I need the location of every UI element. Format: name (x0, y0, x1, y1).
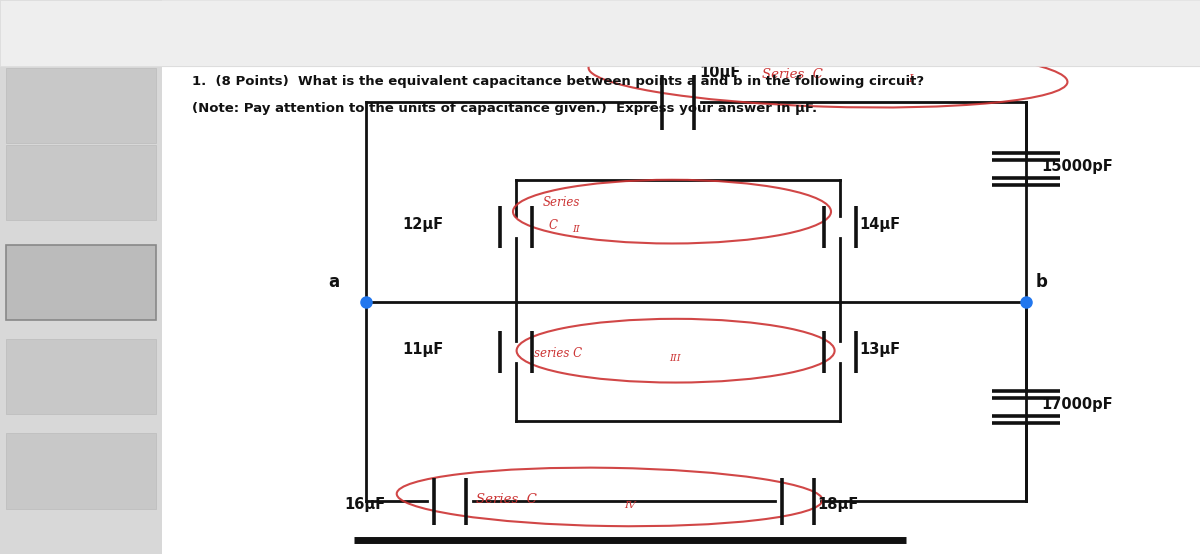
Text: 10μF: 10μF (700, 65, 740, 80)
Text: Series  C: Series C (762, 68, 823, 81)
Text: ↩: ↩ (1103, 22, 1117, 39)
Text: III: III (670, 355, 682, 363)
Text: 15000pF: 15000pF (1042, 158, 1114, 174)
Text: 12μF: 12μF (402, 217, 443, 232)
Text: ⬆: ⬆ (918, 23, 930, 38)
Text: a: a (329, 273, 340, 291)
Text: Done: Done (1126, 22, 1174, 39)
Text: 18μF: 18μF (817, 496, 858, 512)
Text: 14μF: 14μF (859, 217, 900, 232)
Text: I: I (908, 74, 913, 84)
Text: Series  C: Series C (476, 493, 538, 506)
Text: 1.  (8 Points)  What is the equivalent capacitance between points a and b in the: 1. (8 Points) What is the equivalent cap… (192, 75, 924, 88)
Text: 11μF: 11μF (402, 341, 443, 357)
Text: 16μF: 16μF (344, 496, 385, 512)
Text: C: C (548, 219, 557, 232)
Text: H: H (22, 22, 36, 39)
Text: Q: Q (984, 22, 996, 39)
Text: 17000pF: 17000pF (1042, 397, 1114, 412)
Text: ⊕: ⊕ (1044, 23, 1056, 38)
Text: b: b (1036, 273, 1048, 291)
Text: (Note: Pay attention to the units of capacitance given.)  Express your answer in: (Note: Pay attention to the units of cap… (192, 102, 817, 115)
Text: 13μF: 13μF (859, 341, 900, 357)
Text: Series: Series (542, 196, 580, 209)
Text: series C: series C (534, 347, 582, 360)
Text: IV: IV (624, 501, 636, 510)
Text: ∨: ∨ (46, 25, 55, 39)
Text: II: II (572, 225, 580, 234)
